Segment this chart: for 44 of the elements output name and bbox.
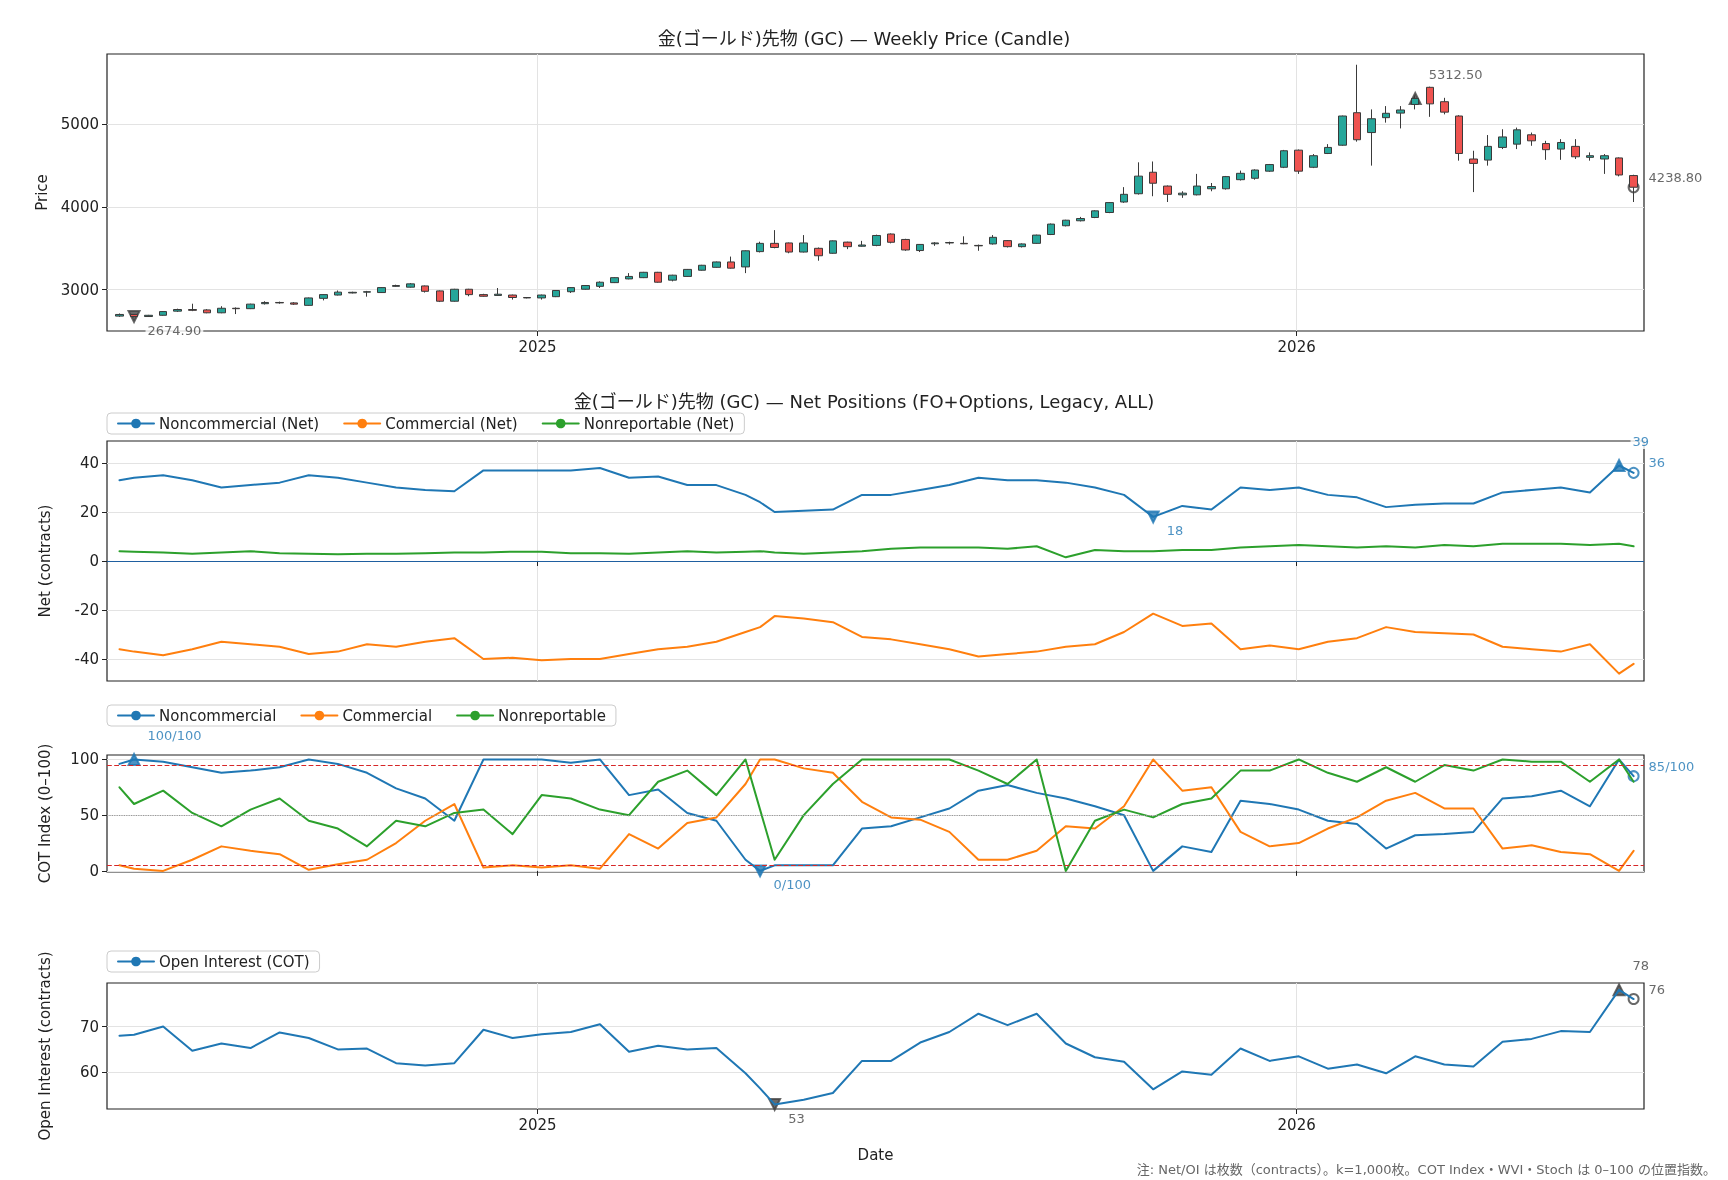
text: 注: Net/OI は枚数（contracts）。k=1,000枚。COT Index・WVI・Stoch は 0–100 の位置指数。 — [1136, 1162, 1717, 1177]
y-axis-title: Net (contracts) — [35, 504, 54, 618]
y-tick-label: 5000 — [60, 115, 99, 134]
y-axis-title: COT Index (0–100) — [35, 743, 54, 884]
annotation: 5312.50 — [1428, 66, 1483, 82]
annotation: 53 — [788, 1110, 805, 1126]
annotation: 76 — [1648, 981, 1666, 997]
annotation: 0/100 — [773, 877, 812, 893]
x-tick-label: 2025 — [518, 337, 557, 356]
x-tick-label: 2026 — [1277, 337, 1316, 356]
annotation: 4238.80 — [1648, 169, 1703, 185]
y-axis-title: Open Interest (contracts) — [35, 951, 54, 1141]
y-tick-label: 60 — [79, 1063, 99, 1082]
annotation: 78 — [1632, 958, 1650, 974]
annotation: 36 — [1648, 455, 1666, 471]
y-tick-label: 0 — [89, 861, 99, 880]
y-tick-label: 40 — [79, 454, 99, 473]
y-tick-label: 3000 — [60, 280, 99, 299]
y-tick-label: 70 — [79, 1017, 99, 1036]
y-tick-label: 0 — [89, 552, 99, 570]
legend-label: Nonreportable — [498, 706, 606, 725]
y-tick-label: 100 — [70, 750, 99, 769]
y-tick-label: 20 — [79, 503, 99, 522]
y-tick-label: -40 — [74, 649, 99, 668]
y-tick-label: -20 — [74, 600, 99, 619]
annotation: 2674.90 — [147, 323, 202, 339]
chart-title: 金(ゴールド)先物 (GC) — Weekly Price (Candle) — [657, 27, 1071, 49]
legend-label: Commercial — [342, 706, 433, 725]
chart-title: 金(ゴールド)先物 (GC) — Net Positions (FO+Options, Legacy, ALL) — [573, 390, 1155, 412]
annotation: 39 — [1632, 433, 1650, 449]
x-tick-label: 2025 — [518, 1115, 557, 1134]
y-tick-label: 50 — [79, 806, 99, 825]
legend-label: Nonreportable (Net) — [583, 414, 735, 433]
legend-label: Noncommercial (Net) — [159, 414, 320, 433]
y-tick-label: 4000 — [60, 197, 99, 216]
annotation: 85/100 — [1648, 758, 1695, 774]
x-axis-title: Date — [857, 1145, 894, 1164]
legend-label: Noncommercial — [159, 706, 277, 725]
annotation: 100/100 — [147, 727, 202, 743]
y-axis-title: Price — [33, 174, 52, 211]
annotation: 18 — [1166, 523, 1184, 539]
legend-label: Commercial (Net) — [385, 414, 518, 433]
legend-label: Open Interest (COT) — [159, 952, 310, 971]
x-tick-label: 2026 — [1277, 1115, 1316, 1134]
